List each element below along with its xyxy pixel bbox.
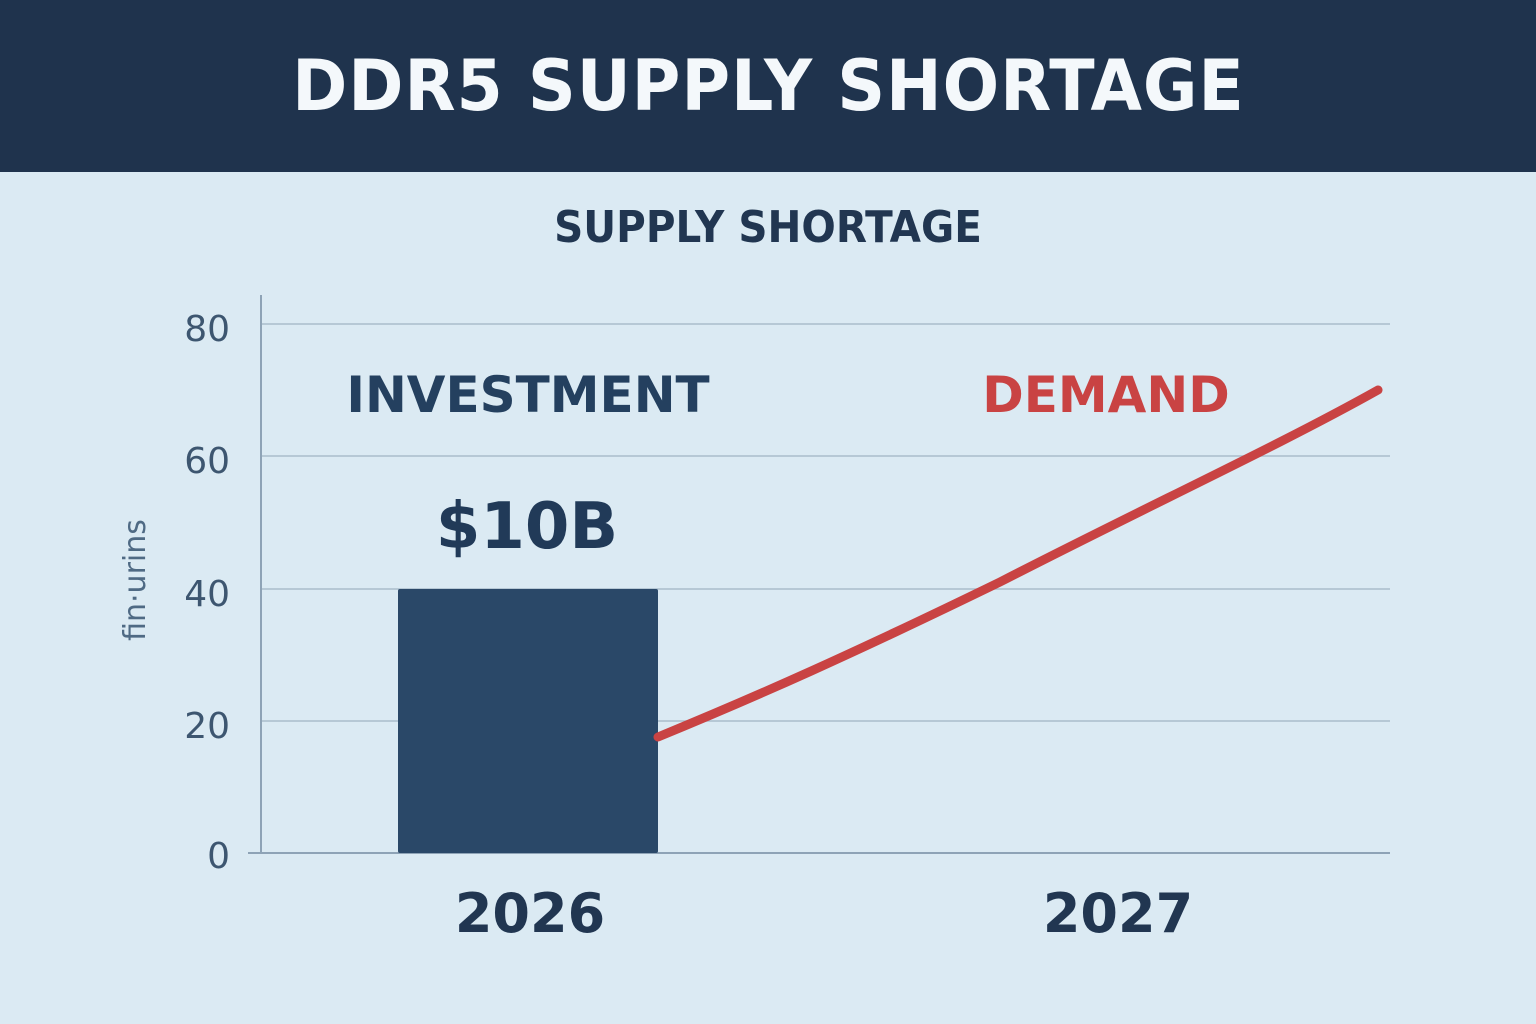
investment-value-label: $10B <box>436 490 618 564</box>
y-axis-label: fin·urins <box>118 519 153 641</box>
y-tick-60: 60 <box>184 441 230 482</box>
investment-label: INVESTMENT <box>346 366 709 424</box>
y-tick-40: 40 <box>184 574 230 615</box>
header-banner: DDR5 SUPPLY SHORTAGE <box>0 0 1536 172</box>
y-tick-80: 80 <box>184 309 230 350</box>
page-title: DDR5 SUPPLY SHORTAGE <box>291 45 1245 127</box>
x-tick-2026: 2026 <box>455 882 605 945</box>
demand-label: DEMAND <box>982 366 1229 424</box>
y-tick-20: 20 <box>184 706 230 747</box>
x-tick-2027: 2027 <box>1043 882 1193 945</box>
demand-line <box>653 385 1383 742</box>
chart-title: SUPPLY SHORTAGE <box>554 202 982 253</box>
investment-bar <box>398 589 658 853</box>
y-tick-0: 0 <box>207 836 230 877</box>
